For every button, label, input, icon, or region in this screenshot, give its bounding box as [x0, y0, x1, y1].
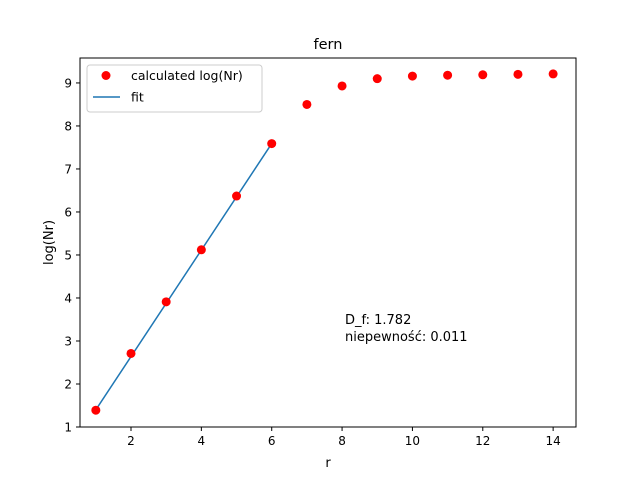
x-tick-label: 12 [475, 434, 490, 448]
axes-frame [79, 57, 577, 428]
data-point [443, 70, 453, 80]
data-point [337, 81, 347, 91]
legend-label-fit: fit [131, 90, 144, 105]
y-tick-label: 8 [64, 119, 72, 133]
x-tick-label: 8 [338, 434, 346, 448]
legend-scatter-marker [101, 71, 111, 80]
plot-area [91, 69, 558, 415]
legend-label-calculated: calculated log(Nr) [131, 68, 243, 83]
x-tick-label: 14 [545, 434, 560, 448]
x-tick-label: 10 [405, 434, 420, 448]
data-point [302, 99, 312, 109]
x-tick-label: 2 [127, 434, 135, 448]
legend: calculated log(Nr) fit [86, 64, 263, 113]
data-point [126, 348, 136, 358]
y-tick-label: 3 [64, 334, 72, 348]
data-point [372, 74, 382, 84]
data-point [91, 405, 101, 415]
y-tick-label: 9 [64, 76, 72, 90]
annotation-uncertainty: niepewność: 0.011 [345, 330, 468, 345]
chart-title: fern [314, 37, 343, 53]
data-point [548, 69, 558, 79]
y-tick-label: 2 [64, 377, 72, 391]
y-tick-label: 6 [64, 205, 72, 219]
y-axis-label: log(Nr) [42, 220, 57, 265]
data-point [407, 71, 417, 81]
legend-box [86, 64, 263, 113]
y-tick-label: 7 [64, 162, 72, 176]
data-point [232, 191, 242, 201]
y-tick-label: 4 [64, 291, 72, 305]
data-point [161, 297, 171, 307]
y-tick-label: 1 [64, 421, 72, 435]
data-point [478, 70, 488, 80]
x-tick-label: 4 [198, 434, 206, 448]
annotation-dimension: D_f: 1.782 [345, 313, 411, 328]
data-point [513, 69, 523, 79]
data-point [267, 139, 277, 149]
x-axis-label: r [325, 456, 331, 471]
x-tick-label: 6 [268, 434, 276, 448]
fit-line [95, 143, 273, 411]
y-tick-label: 5 [64, 248, 72, 262]
data-point [196, 245, 206, 255]
